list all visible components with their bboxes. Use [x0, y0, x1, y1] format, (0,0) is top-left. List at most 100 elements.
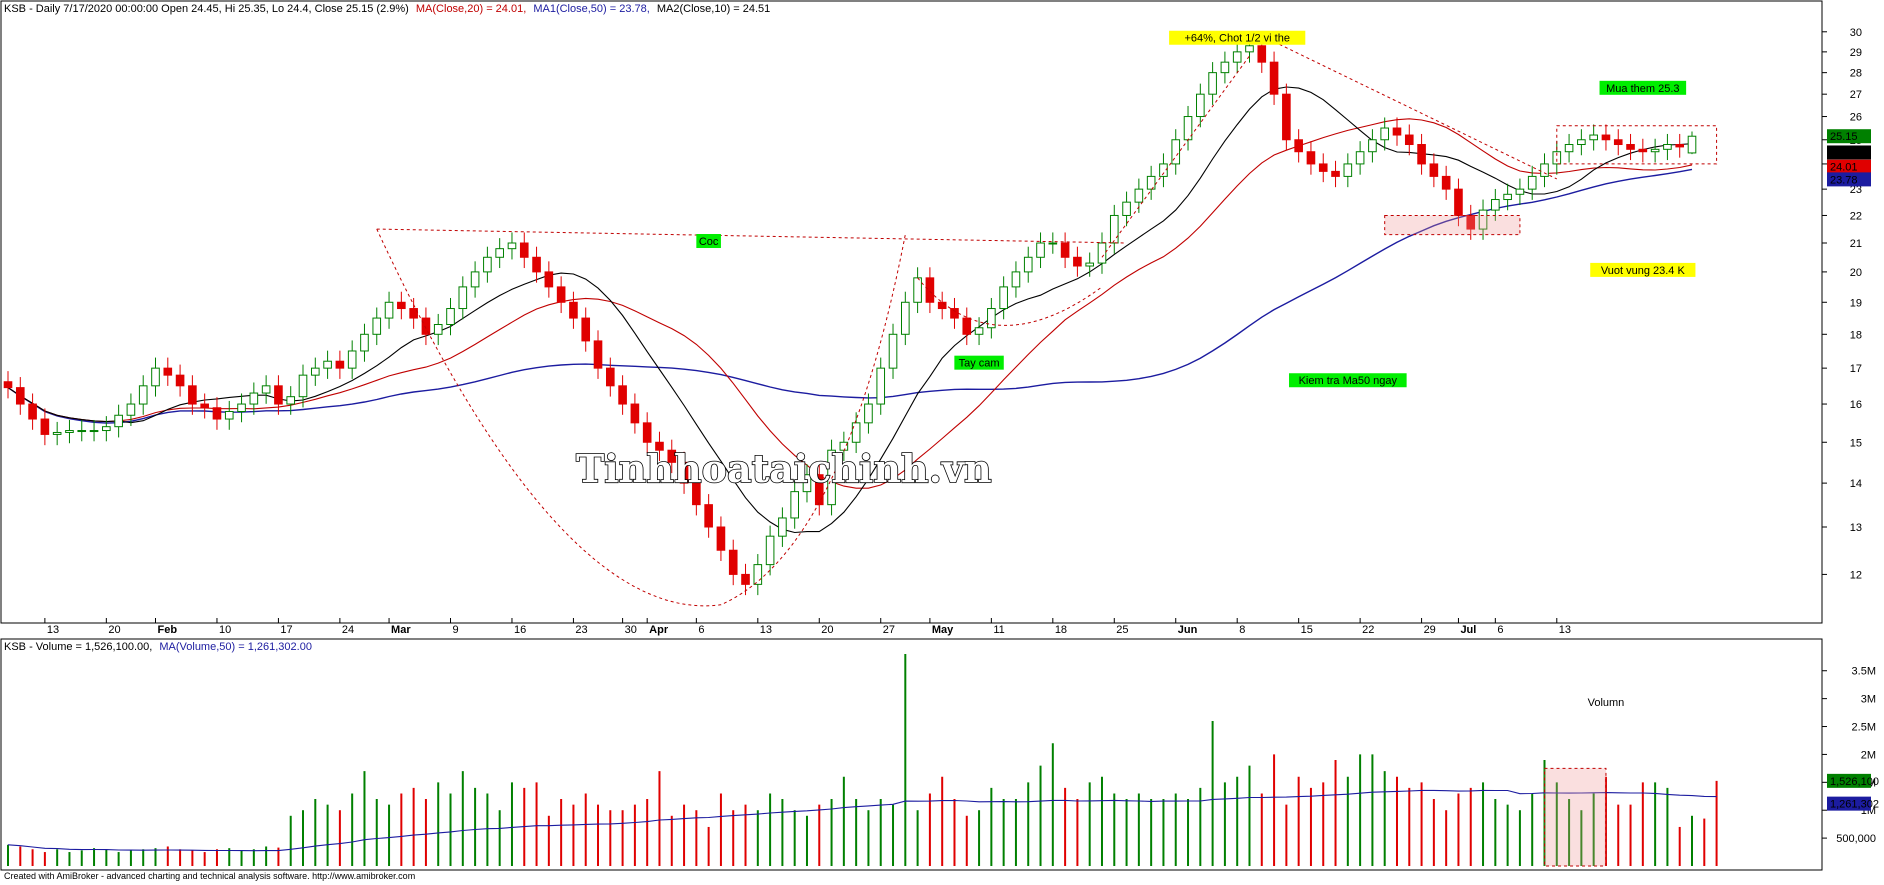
candle — [286, 386, 296, 415]
candle-body — [814, 474, 824, 506]
price-header-ma20: MA(Close,20) = 24.01, — [416, 3, 526, 15]
candle-body — [913, 277, 922, 303]
candle — [556, 276, 566, 314]
candle — [962, 307, 972, 346]
candle-body — [532, 256, 541, 273]
candle-body — [581, 317, 591, 342]
date-tick-label: 8 — [1239, 624, 1245, 636]
candle-body — [483, 256, 492, 273]
candle — [987, 297, 996, 339]
candle-body — [1036, 242, 1045, 258]
candle-body — [1208, 72, 1217, 95]
candle — [937, 291, 947, 320]
candle — [483, 246, 492, 283]
candle-body — [1171, 139, 1181, 165]
date-tick-label: 18 — [1055, 624, 1067, 636]
volume-pane — [0, 638, 1823, 871]
price-header-ohlc: KSB - Daily 7/17/2020 00:00:00 Open 24.4… — [4, 3, 409, 15]
base-box — [1556, 125, 1718, 165]
annotation-box — [1289, 373, 1407, 388]
volume-ma-line — [7, 789, 1717, 852]
ma10-tag: 24.51 — [1827, 145, 1871, 160]
candle-body — [1023, 256, 1033, 273]
candle — [65, 419, 74, 444]
candle-body — [1368, 139, 1377, 153]
candle — [261, 375, 271, 404]
candle-body — [1404, 134, 1414, 146]
candle-body — [1589, 134, 1598, 141]
price-tick-label: 28 — [1850, 68, 1862, 80]
candle-body — [1663, 144, 1672, 150]
candle — [224, 400, 234, 430]
candle-body — [138, 385, 148, 405]
candle-body — [347, 350, 357, 369]
candle — [1331, 160, 1340, 188]
candle-body — [384, 301, 394, 319]
volume-tick-label: 3M — [1861, 694, 1876, 706]
ma50-tag-text: 23.78 — [1830, 174, 1858, 186]
candle-body — [28, 403, 37, 420]
candle — [409, 297, 418, 329]
volume-tag-box — [1827, 773, 1871, 788]
candle-body — [1146, 175, 1156, 190]
candle-body — [1638, 148, 1648, 153]
candle — [1650, 138, 1660, 163]
candle-body — [1060, 242, 1070, 258]
candle-body — [1478, 209, 1488, 230]
date-tick-label: 25 — [1116, 624, 1128, 636]
candle-body — [692, 482, 701, 506]
annotation-box — [1169, 30, 1306, 45]
annotation: Volumn — [1588, 697, 1625, 709]
candle-body — [360, 333, 369, 352]
candle — [1564, 133, 1574, 163]
candle — [1540, 153, 1549, 188]
candle-body — [544, 271, 554, 288]
candle-body — [937, 301, 947, 310]
price-tick-label: 22 — [1850, 210, 1862, 222]
cup-curve — [376, 228, 906, 607]
candle-body — [237, 403, 246, 412]
credit-line: Created with AmiBroker - advanced charti… — [4, 871, 416, 881]
candle — [249, 382, 259, 415]
candle-body — [1085, 262, 1095, 267]
volume-ma-tag-box — [1827, 796, 1871, 811]
ma20-line — [7, 118, 1693, 489]
date-tick-label: Apr — [649, 624, 669, 636]
price-tick-label: 29 — [1850, 47, 1862, 59]
candle — [1626, 133, 1635, 161]
candle-body — [1491, 199, 1500, 211]
candle — [1318, 153, 1328, 183]
candle — [1577, 129, 1586, 156]
candle — [765, 525, 775, 576]
ma50-test-zone — [1384, 214, 1521, 236]
candle — [1478, 199, 1488, 240]
candle — [188, 375, 197, 415]
candle — [1109, 204, 1119, 254]
candle — [741, 563, 750, 596]
candle — [544, 261, 554, 298]
candle — [1675, 133, 1685, 158]
ma20-tag-text: 24.01 — [1830, 162, 1858, 174]
candle — [1368, 129, 1377, 163]
candle — [52, 421, 62, 446]
candle-body — [642, 422, 652, 443]
candle — [372, 307, 382, 346]
annotation: Kiem tra Ma50 ngay — [1289, 373, 1407, 388]
candle — [593, 330, 603, 379]
price-axis: 12131415161718192021222324252627282930 — [1821, 1, 1862, 623]
price-tick-label: 30 — [1850, 27, 1862, 39]
watermark: Tinhhoataichinh.vn — [576, 446, 992, 491]
volume-tag: 1,526,100 — [1827, 773, 1879, 788]
candle — [778, 507, 787, 547]
date-tick-label: 9 — [453, 624, 459, 636]
annotation: +64%, Chot 1/2 vi the — [1169, 30, 1306, 45]
candle — [433, 313, 443, 346]
candle — [1097, 232, 1107, 274]
price-tick-label: 12 — [1850, 569, 1862, 581]
annotation-text: +64%, Chot 1/2 vi the — [1184, 33, 1289, 45]
candle — [876, 357, 886, 415]
candle-body — [802, 474, 812, 493]
candle — [864, 393, 873, 434]
